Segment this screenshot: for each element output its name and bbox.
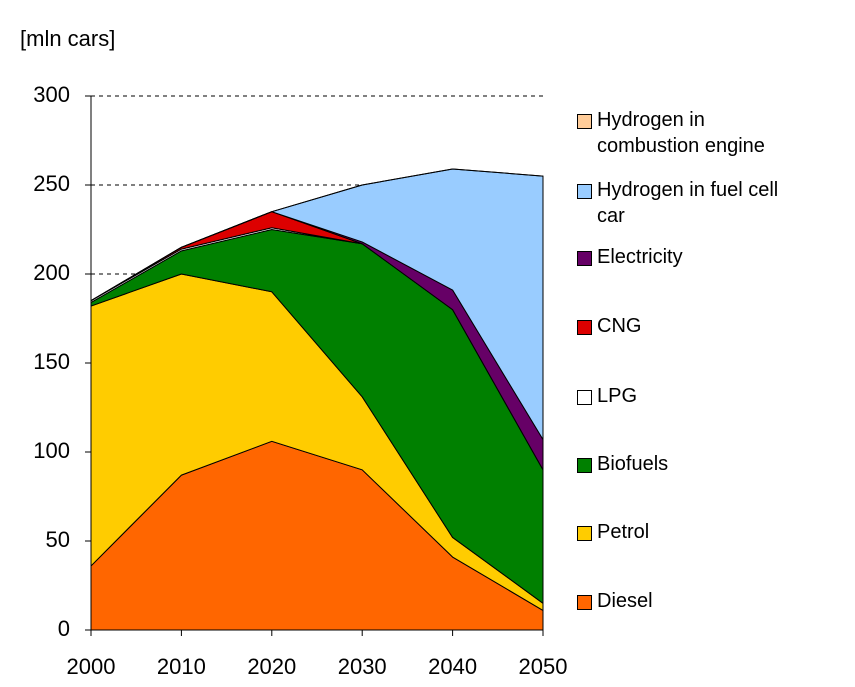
legend-swatch [577,390,592,405]
legend-swatch [577,458,592,473]
x-tick-label: 2050 [519,654,568,679]
y-tick-label: 300 [33,82,70,107]
legend-swatch [577,526,592,541]
legend-label: Hydrogen in fuel cell car [597,179,779,227]
y-tick-label: 50 [46,527,70,552]
x-tick-label: 2040 [428,654,477,679]
legend-label: Electricity [597,246,683,268]
x-tick-label: 2030 [338,654,387,679]
legend-swatch [577,320,592,335]
x-tick-label: 2010 [157,654,206,679]
y-tick-label: 0 [58,616,70,641]
y-tick-label: 100 [33,438,70,463]
y-tick-label: 200 [33,260,70,285]
legend-swatch [577,595,592,610]
legend-swatch [577,114,592,129]
legend-swatch [577,251,592,266]
legend-swatch [577,184,592,199]
y-axis-label: [mln cars] [20,26,115,51]
x-tick-label: 2020 [247,654,296,679]
legend-label: Diesel [597,590,653,612]
area [90,168,544,302]
legend-label: Biofuels [597,453,669,475]
legend-label: LPG [597,385,638,407]
legend-label: CNG [597,315,642,337]
x-tick-label: 2000 [67,654,116,679]
legend-label: Petrol [597,521,650,543]
y-tick-label: 250 [33,171,70,196]
y-tick-label: 150 [33,349,70,374]
legend-label: Hydrogen in combustion engine [597,109,765,157]
